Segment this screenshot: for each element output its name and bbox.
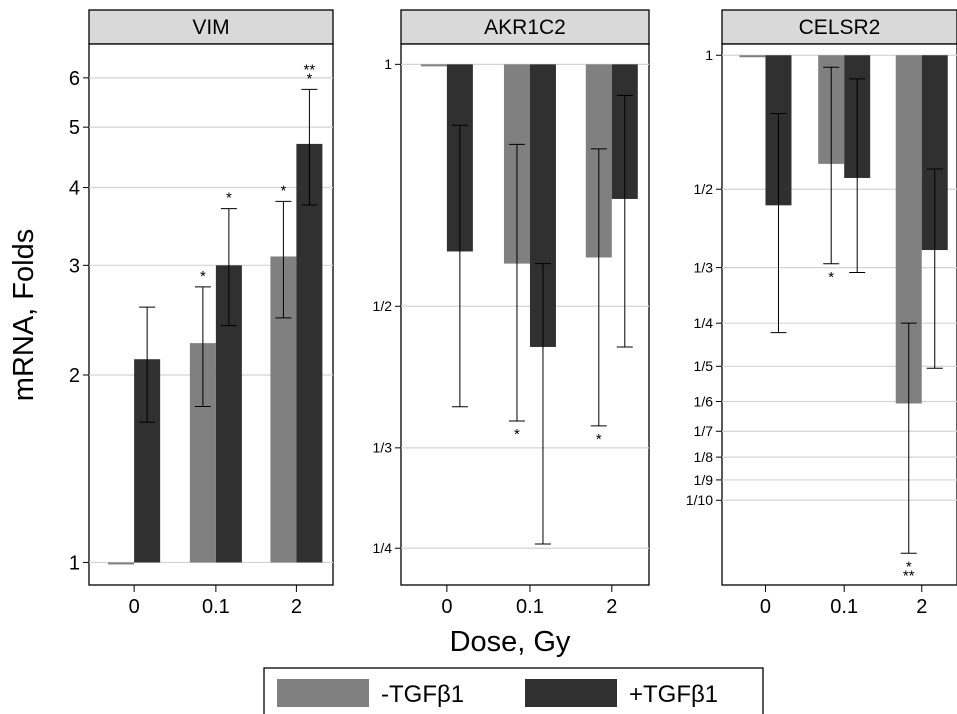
- y-tick-label: 1: [384, 56, 392, 72]
- x-tick-label: 0: [129, 596, 140, 618]
- x-tick-label: 2: [291, 596, 302, 618]
- significance-mark: *: [596, 431, 602, 448]
- x-tick-label: 0.1: [202, 596, 230, 618]
- x-axis-title: Dose, Gy: [450, 626, 571, 658]
- panel-celsr2: CELSR2 1 1/2 1/3 1/4 1/5 1/6 1/7 1/8 1/9 1/10 0 0.1 2…: [686, 9, 957, 618]
- significance-mark: **: [304, 61, 316, 78]
- legend-label-plus: +TGFβ1: [629, 681, 718, 708]
- bar: [296, 143, 323, 563]
- y-tick-label: 1: [705, 47, 713, 63]
- legend-swatch-plus: [525, 679, 617, 707]
- y-tick-label: 6: [69, 68, 80, 90]
- y-tick-label: 1/3: [373, 440, 393, 456]
- x-tick-label: 0: [441, 596, 452, 618]
- x-tick-label: 2: [606, 596, 617, 618]
- y-tick-label: 1/4: [694, 315, 714, 331]
- bar: [420, 64, 447, 67]
- legend-label-minus: -TGFβ1: [381, 681, 464, 708]
- y-tick-label: 2: [69, 365, 80, 387]
- x-tick-label: 0.1: [830, 596, 858, 618]
- y-tick-label: 1/3: [694, 259, 714, 275]
- bar: [739, 55, 766, 58]
- legend-swatch-minus: [277, 679, 369, 707]
- y-tick-label: 1/4: [373, 540, 393, 556]
- significance-mark: *: [226, 190, 232, 207]
- y-tick-label: 1/6: [694, 393, 714, 409]
- y-tick-label: 5: [69, 117, 80, 139]
- significance-mark: *: [200, 268, 206, 285]
- y-tick-label: 1/2: [373, 298, 393, 314]
- y-tick-label: 1/2: [694, 181, 714, 197]
- x-tick-label: 0.1: [516, 596, 544, 618]
- y-tick-label: 1/8: [694, 449, 714, 465]
- significance-mark: *: [280, 182, 286, 199]
- significance-mark: *: [906, 558, 912, 575]
- x-tick-label: 0: [760, 596, 771, 618]
- y-tick-label: 1/5: [694, 358, 714, 374]
- significance-mark: *: [828, 269, 834, 286]
- panel-title: AKR1C2: [484, 16, 566, 39]
- bar: [108, 562, 135, 565]
- y-tick-label: 4: [69, 178, 80, 200]
- significance-mark: *: [514, 426, 520, 443]
- panel-akr1c2: AKR1C2 1 1/2 1/3 1/4 0 0.1 2 * *: [373, 9, 650, 618]
- legend: -TGFβ1 +TGFβ1: [263, 667, 764, 714]
- panel-header: [88, 9, 334, 45]
- panel-title: VIM: [192, 16, 229, 39]
- panel-header: [400, 9, 650, 45]
- y-tick-label: 1/10: [686, 492, 713, 508]
- significance-mark: *: [306, 70, 312, 87]
- y-tick-label: 1/7: [694, 423, 714, 439]
- panel-title: CELSR2: [799, 16, 881, 39]
- y-tick-label: 1/9: [694, 472, 714, 488]
- y-axis-title: mRNA, Folds: [8, 229, 40, 401]
- y-tick-label: 3: [69, 255, 80, 277]
- significance-mark: **: [903, 567, 915, 584]
- x-tick-label: 2: [916, 596, 927, 618]
- y-tick-label: 1: [69, 552, 80, 574]
